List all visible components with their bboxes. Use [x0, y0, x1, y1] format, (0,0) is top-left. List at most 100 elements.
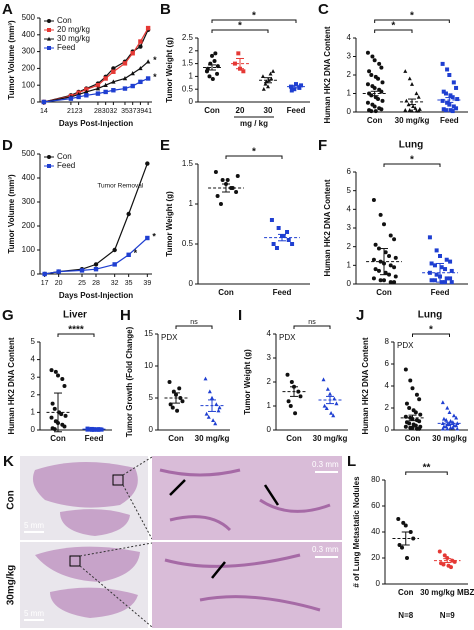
- point: [365, 100, 370, 105]
- scale-label: 5 mm: [24, 521, 44, 530]
- point: [293, 411, 298, 416]
- x-tick-label: 30 mg/kg: [395, 116, 430, 125]
- row-label: 30mg/kg: [6, 565, 17, 606]
- point: [397, 543, 402, 547]
- point: [392, 280, 397, 285]
- point: [388, 280, 393, 285]
- panel-letter: L: [347, 453, 356, 470]
- point: [269, 76, 274, 81]
- panel-letter: K: [3, 453, 14, 470]
- x-tick-label: Feed: [273, 288, 292, 297]
- x-tick-label: 20: [55, 280, 63, 287]
- point: [441, 562, 446, 567]
- point: [380, 80, 385, 85]
- point: [53, 369, 58, 374]
- point: [122, 86, 128, 91]
- legend-marker: [47, 28, 51, 32]
- point: [167, 380, 172, 384]
- scale-label: 5 mm: [24, 609, 44, 618]
- y-tick-label: 0: [31, 269, 36, 278]
- point: [376, 97, 381, 102]
- point: [379, 65, 384, 70]
- x-tick-label: Con: [168, 434, 184, 443]
- legend-label: 30 mg/kg: [57, 34, 90, 43]
- point: [112, 247, 117, 253]
- x-tick-label: 25: [78, 280, 86, 287]
- point: [410, 386, 415, 391]
- y-tick-label: 0: [149, 425, 154, 434]
- y-tick-label: 4: [347, 33, 352, 42]
- point: [454, 85, 459, 90]
- point: [274, 246, 279, 250]
- point: [95, 83, 101, 88]
- point: [443, 280, 448, 285]
- point: [62, 424, 67, 429]
- point: [388, 233, 393, 238]
- point: [332, 396, 337, 401]
- significance-bracket: [383, 163, 441, 167]
- panel-title: Liver: [63, 310, 87, 321]
- legend-label: Con: [57, 152, 72, 161]
- significance: *: [153, 72, 157, 82]
- y-tick-label: 300: [22, 47, 36, 56]
- legend-label: 20 mg/kg: [57, 25, 90, 34]
- significance: ns: [190, 319, 198, 326]
- legend-marker: [47, 46, 51, 50]
- x-tick-label: 30: [102, 108, 110, 115]
- point: [441, 107, 446, 112]
- point: [130, 71, 135, 76]
- point: [401, 520, 406, 525]
- point: [232, 61, 237, 66]
- point: [216, 408, 221, 413]
- point: [417, 426, 422, 431]
- x-axis-label: Days Post-Injection: [59, 291, 133, 300]
- point: [444, 417, 449, 422]
- x-tick-label: Con: [204, 106, 220, 115]
- significance: *: [152, 231, 156, 241]
- x-tick-label: 35: [125, 280, 133, 287]
- x-tick-label: 30 mg/kg MBZ: [420, 588, 474, 597]
- point: [373, 242, 378, 247]
- point: [418, 412, 423, 417]
- point: [170, 405, 175, 410]
- footnote: N=8: [398, 611, 413, 620]
- point: [410, 108, 414, 113]
- y-tick-label: 1: [189, 72, 194, 81]
- point: [434, 248, 439, 253]
- x-tick-label: 35: [121, 108, 129, 115]
- significance: ****: [68, 325, 84, 336]
- y-tick-label: 200: [22, 221, 36, 230]
- y-tick-label: 500: [22, 149, 36, 158]
- y-tick-label: 0: [189, 97, 194, 106]
- point: [328, 391, 332, 396]
- point: [126, 252, 131, 257]
- y-axis-label: Tumor Weight (g): [165, 191, 174, 257]
- point: [380, 98, 385, 103]
- point: [371, 257, 376, 262]
- tag: PDX: [397, 341, 414, 350]
- panel-letter: B: [160, 1, 171, 18]
- point: [445, 426, 450, 431]
- point: [285, 372, 290, 377]
- significance: *: [252, 147, 256, 158]
- point: [454, 106, 459, 111]
- significance-bracket: [405, 471, 448, 475]
- point: [383, 250, 388, 255]
- point: [416, 95, 421, 99]
- point: [286, 399, 291, 404]
- significance-bracket: [175, 325, 213, 329]
- x-tick-label: 39: [143, 280, 151, 287]
- x-tick-label: 30 mg/kg: [432, 434, 467, 443]
- point: [373, 109, 378, 114]
- y-tick-label: 6: [347, 167, 352, 176]
- point: [334, 401, 339, 406]
- tag: PDX: [161, 333, 178, 342]
- point: [372, 104, 377, 109]
- y-axis-label: Tumor Weight (g): [165, 37, 174, 103]
- panel-letter: H: [120, 307, 131, 324]
- point: [268, 71, 273, 76]
- y-tick-label: 0: [347, 279, 352, 288]
- point: [451, 80, 456, 85]
- point: [68, 96, 74, 101]
- point: [434, 272, 439, 277]
